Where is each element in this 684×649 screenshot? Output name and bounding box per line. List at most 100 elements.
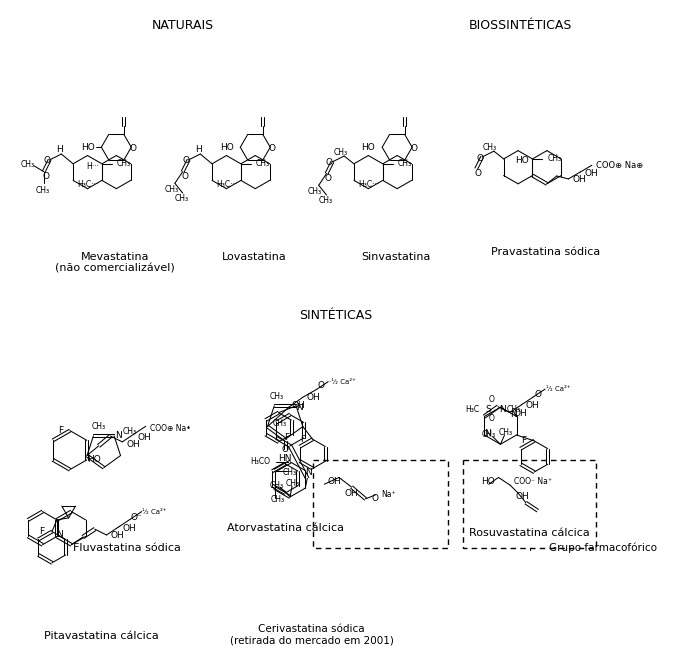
Text: HO: HO [220,143,233,152]
Text: O: O [488,415,495,423]
Text: Mevastatina
(não comercializável): Mevastatina (não comercializável) [55,252,175,274]
Bar [463,460,596,548]
Text: O: O [43,156,50,165]
Text: N: N [499,404,505,413]
Text: H₃C···: H₃C··· [358,180,380,189]
Text: O: O [325,174,332,183]
Text: COO⊕ Na•: COO⊕ Na• [150,424,190,433]
Text: OH: OH [573,175,586,184]
Text: COO⊕ Na⊕: COO⊕ Na⊕ [596,161,643,170]
Text: CH₃: CH₃ [256,159,269,168]
Text: Pravastatina sódica: Pravastatina sódica [491,247,600,257]
Text: OH: OH [345,489,358,498]
Bar [313,460,447,548]
Text: CH₃: CH₃ [282,468,297,477]
Text: CH₃: CH₃ [483,143,497,152]
Text: CH₃: CH₃ [21,160,35,169]
Text: CH₃: CH₃ [271,495,285,504]
Text: O: O [282,445,289,454]
Text: H₃C···: H₃C··· [217,180,238,189]
Text: HO: HO [87,456,101,465]
Text: CH₃: CH₃ [498,428,512,437]
Text: Rosuvastatina cálcica: Rosuvastatina cálcica [469,528,590,538]
Text: CH₃: CH₃ [333,147,347,156]
Text: CH₃: CH₃ [397,159,412,168]
Text: F: F [58,426,63,435]
Text: CH₃: CH₃ [286,479,300,488]
Text: OH: OH [306,393,320,402]
Text: OH: OH [515,493,529,502]
Text: OH: OH [110,532,124,541]
Text: CH₃: CH₃ [270,391,285,400]
Text: Grupo farmacofórico: Grupo farmacofórico [549,543,657,553]
Text: SINTÉTICAS: SINTÉTICAS [300,309,373,322]
Text: O: O [371,495,379,504]
Text: CH₃: CH₃ [308,187,322,195]
Text: OH: OH [584,169,598,178]
Text: OH: OH [514,409,527,418]
Text: O: O [181,172,188,181]
Text: NATURAIS: NATURAIS [151,19,213,32]
Text: OH: OH [122,524,136,533]
Text: H: H [56,145,63,154]
Text: O: O [317,381,324,390]
Text: Na⁺: Na⁺ [382,489,396,498]
Text: ¹⁄₂ Ca²⁺: ¹⁄₂ Ca²⁺ [546,386,570,392]
Text: HO: HO [481,477,495,486]
Text: BIOSSINTÉTICAS: BIOSSINTÉTICAS [469,19,572,32]
Text: Lovastatina: Lovastatina [222,252,286,262]
Text: CH₃: CH₃ [272,419,287,428]
Text: O⁻: O⁻ [130,513,142,522]
Text: O: O [326,158,333,167]
Text: CH₃: CH₃ [165,185,179,193]
Text: CH₃: CH₃ [547,154,562,164]
Text: Pitavastatina cálcica: Pitavastatina cálcica [44,631,159,641]
Text: O: O [269,143,276,153]
Text: HN: HN [278,454,292,463]
Text: F: F [300,435,305,444]
Text: HO: HO [362,143,376,152]
Text: H₃CO: H₃CO [250,458,270,467]
Text: N: N [295,403,302,412]
Text: HO: HO [515,156,529,165]
Text: F: F [521,436,526,445]
Text: O: O [534,391,541,400]
Text: CH₃: CH₃ [122,426,137,435]
Text: O: O [410,143,418,153]
Text: OH: OH [525,401,539,410]
Text: N: N [484,428,490,437]
Text: OH: OH [138,432,152,441]
Text: COO⁻ Na⁺: COO⁻ Na⁺ [514,477,552,486]
Text: N: N [115,432,122,441]
Text: CH₃: CH₃ [269,481,283,490]
Text: O: O [475,169,482,178]
Text: CH₃: CH₃ [507,404,521,413]
Text: N: N [510,410,517,419]
Text: O: O [488,395,495,404]
Text: H: H [195,145,202,154]
Text: O: O [182,156,189,165]
Text: ·¹⁄₂ Ca²⁺: ·¹⁄₂ Ca²⁺ [329,379,356,385]
Text: F: F [39,527,44,536]
Text: N: N [305,468,312,477]
Text: Fluvastatina sódica: Fluvastatina sódica [73,543,181,553]
Text: Atorvastatina cálcica: Atorvastatina cálcica [226,523,343,533]
Text: OH: OH [126,440,140,449]
Text: OH: OH [327,477,341,486]
Text: CH₃: CH₃ [174,195,189,203]
Text: CH₃: CH₃ [482,430,496,439]
Text: H···: H··· [86,162,99,171]
Text: CH₃: CH₃ [91,422,105,431]
Text: O: O [477,154,484,164]
Text: F: F [285,432,290,441]
Text: ¹⁄₂ Ca²⁺: ¹⁄₂ Ca²⁺ [142,509,166,515]
Text: H₃C···: H₃C··· [78,180,99,189]
Text: O: O [130,143,137,153]
Text: Cerivastatina sódica
(retirada do mercado em 2001): Cerivastatina sódica (retirada do mercad… [230,624,393,645]
Text: S: S [486,404,492,413]
Text: N: N [57,530,63,539]
Text: CH₃: CH₃ [116,159,131,168]
Text: O: O [42,172,49,181]
Text: H₃C: H₃C [465,404,479,413]
Text: OH: OH [292,400,306,410]
